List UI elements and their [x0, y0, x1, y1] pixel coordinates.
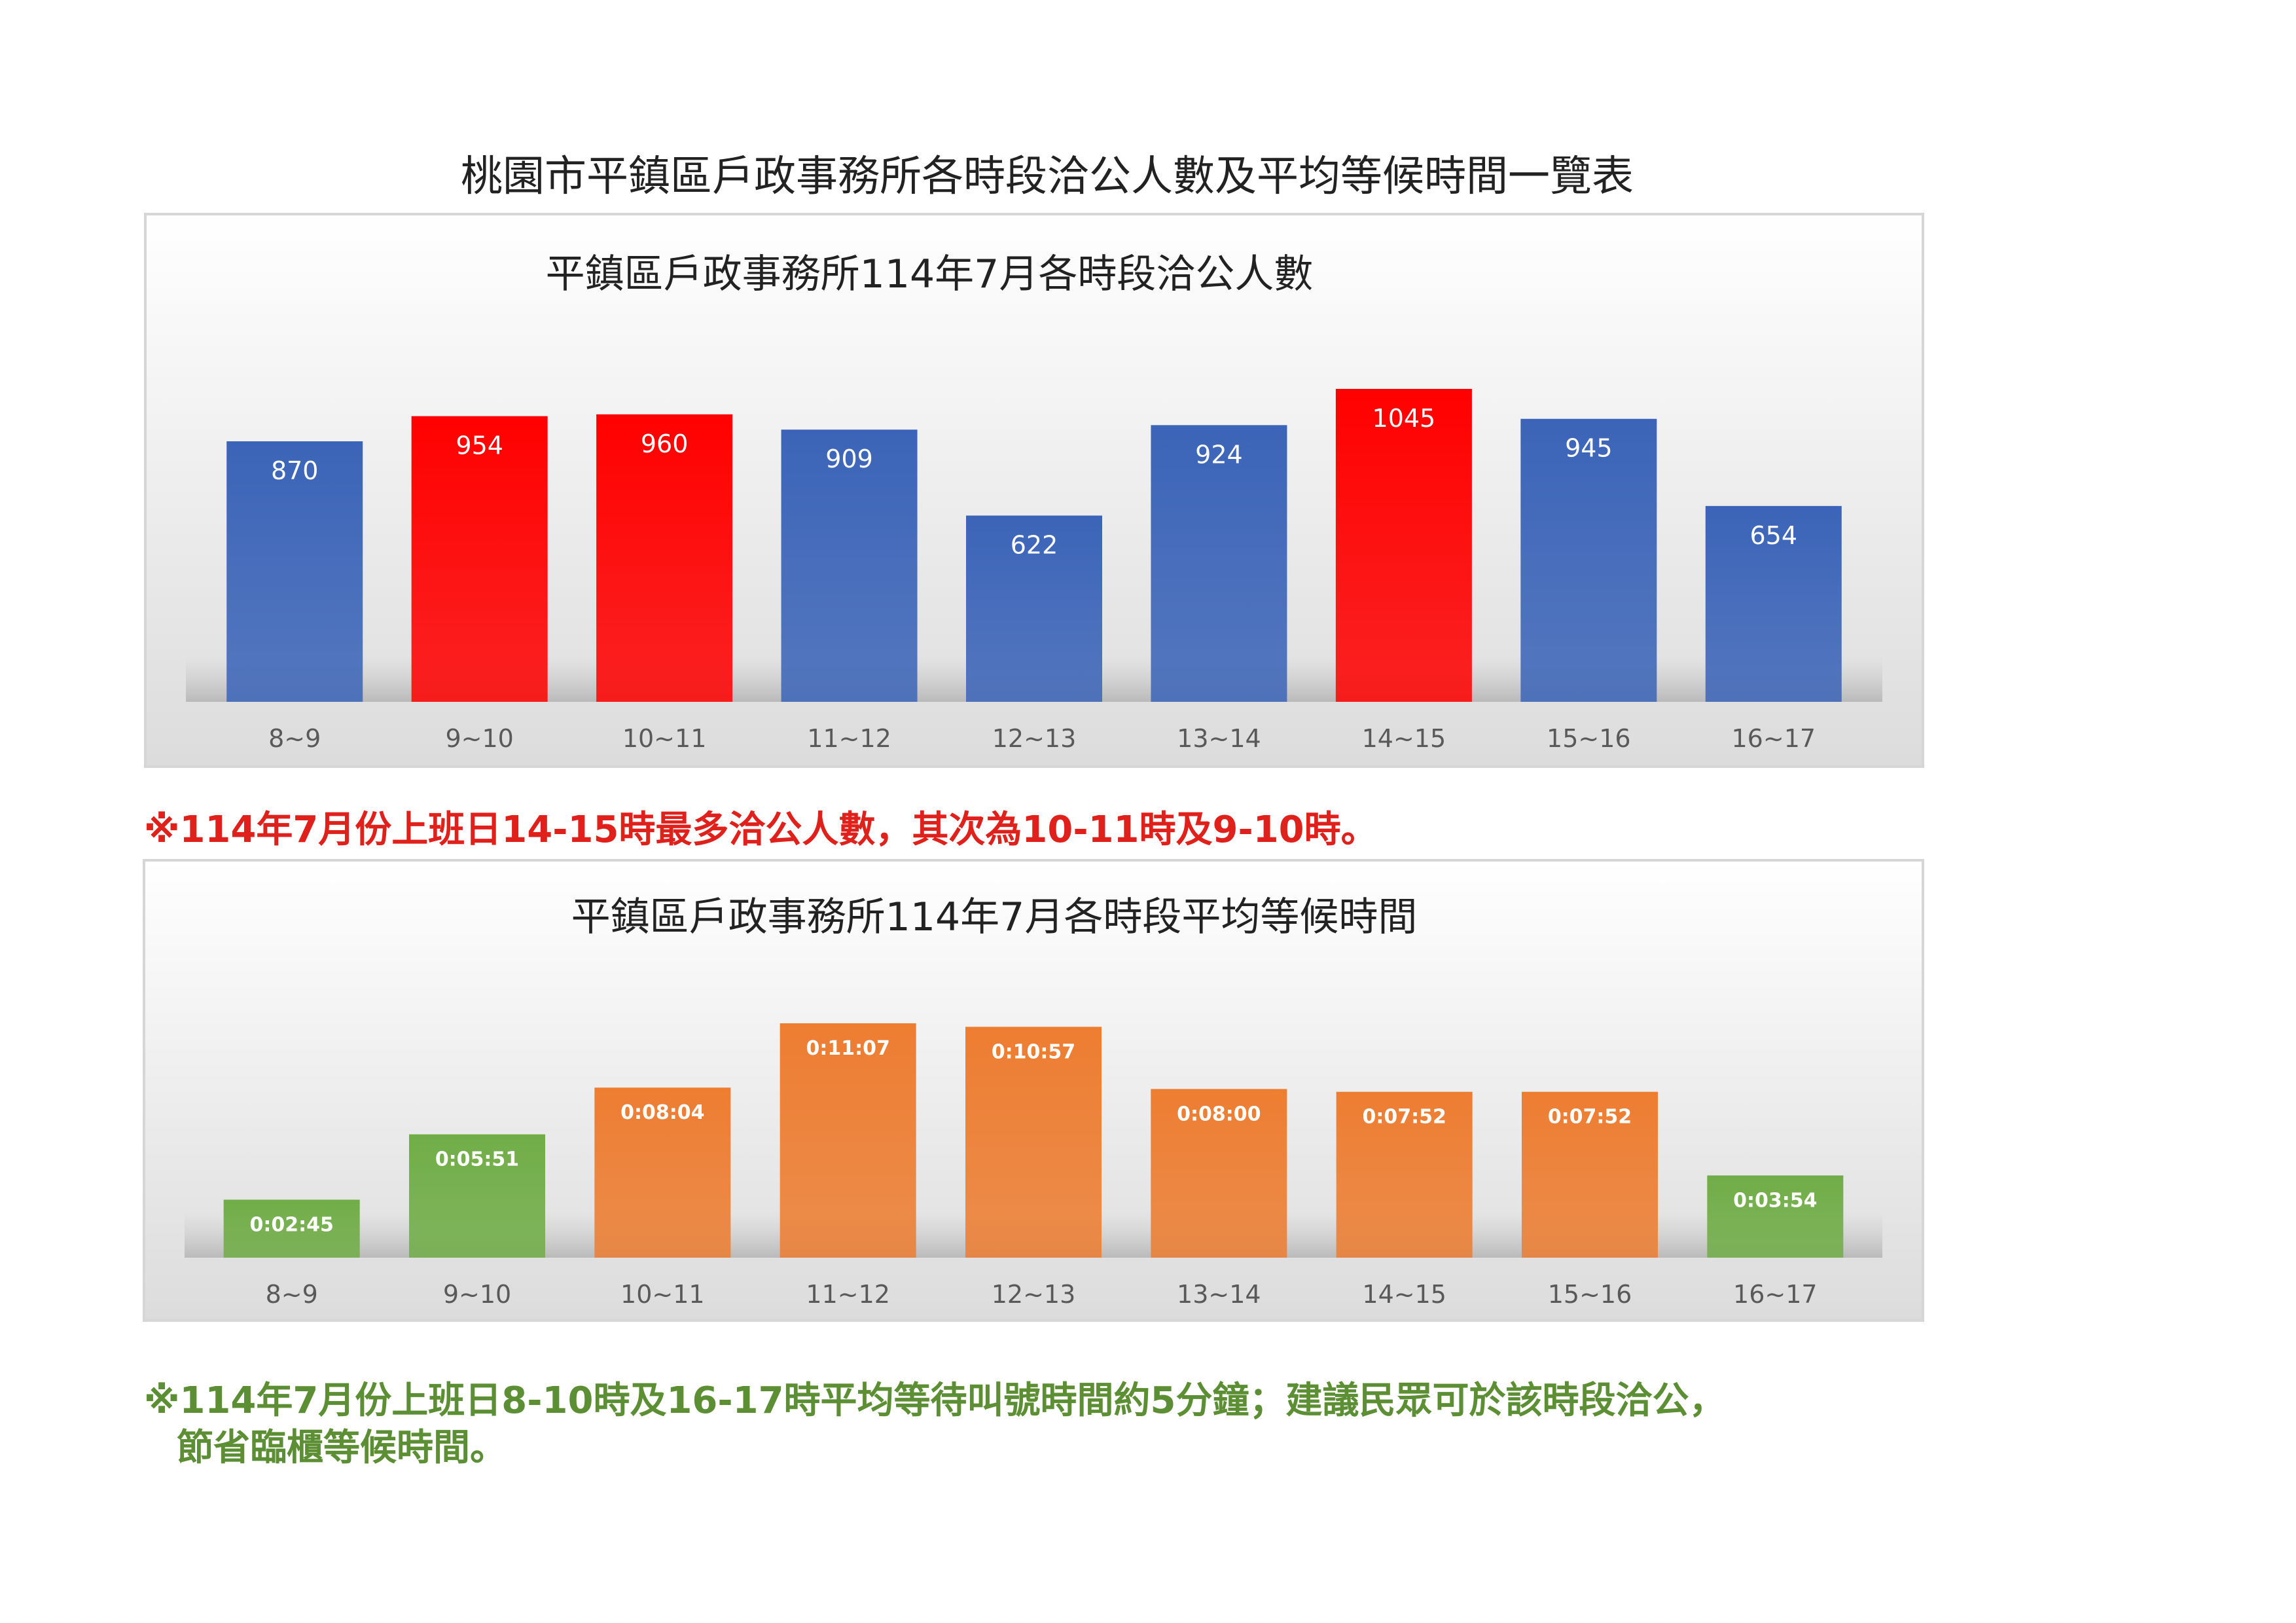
data-label-16~17: 654 — [1750, 521, 1798, 550]
data-label-11~12: 0:11:07 — [806, 1037, 889, 1060]
x-tick-12~13: 12~13 — [992, 1280, 1076, 1309]
data-label-14~15: 0:07:52 — [1362, 1106, 1446, 1129]
bar-11~12 — [780, 1023, 916, 1258]
data-label-12~13: 622 — [1011, 530, 1058, 559]
visitor-count-chart: 平鎮區戶政事務所114年7月各時段洽公人數 870 8~9 954 9~10 960 10~… — [144, 213, 1924, 768]
bar-15~16 — [1522, 1091, 1658, 1258]
x-tick-14~15: 14~15 — [1362, 1280, 1446, 1309]
visitor-count-chart-svg: 平鎮區戶政事務所114年7月各時段洽公人數 870 8~9 954 9~10 960 10~… — [147, 215, 1922, 765]
wait-note-line2: 節省臨櫃等候時間。 — [177, 1427, 507, 1469]
bar-12~13 — [965, 1027, 1102, 1258]
data-label-8~9: 0:02:45 — [249, 1213, 333, 1236]
bar-13~14 — [1151, 1089, 1287, 1258]
x-tick-14~15: 14~15 — [1362, 724, 1446, 753]
x-tick-8~9: 8~9 — [266, 1280, 318, 1309]
chart-title: 平鎮區戶政事務所114年7月各時段洽公人數 — [546, 251, 1314, 297]
bar-16~17 — [1707, 1175, 1844, 1258]
x-tick-13~14: 13~14 — [1177, 1280, 1261, 1309]
x-tick-16~17: 16~17 — [1732, 724, 1816, 753]
data-label-16~17: 0:03:54 — [1733, 1189, 1817, 1212]
data-label-12~13: 0:10:57 — [992, 1040, 1075, 1063]
bar-14~15 — [1335, 389, 1472, 702]
data-label-8~9: 870 — [271, 456, 319, 485]
data-label-11~12: 909 — [825, 445, 873, 473]
data-label-9~10: 954 — [456, 431, 503, 460]
x-tick-12~13: 12~13 — [992, 724, 1077, 753]
x-tick-10~11: 10~11 — [622, 724, 707, 753]
page-title: 桃園市平鎮區戶政事務所各時段洽公人數及平均等候時間一覽表 — [461, 153, 1634, 201]
bar-11~12 — [781, 429, 918, 702]
x-tick-9~10: 9~10 — [443, 1280, 511, 1309]
visitor-note: ※114年7月份上班日14-15時最多洽公人數，其次為10-11時及9-10時。 — [144, 809, 1378, 851]
x-tick-15~16: 15~16 — [1547, 724, 1631, 753]
bar-12~13 — [966, 515, 1102, 702]
wait-time-chart-svg: 平鎮區戶政事務所114年7月各時段平均等候時間 0:02:45 8~9 0:05:51… — [145, 862, 1922, 1319]
bar-15~16 — [1520, 418, 1657, 702]
x-tick-10~11: 10~11 — [620, 1280, 705, 1309]
x-tick-15~16: 15~16 — [1548, 1280, 1632, 1309]
data-label-13~14: 924 — [1195, 440, 1243, 469]
x-tick-8~9: 8~9 — [268, 724, 321, 753]
bar-10~11 — [594, 1087, 731, 1258]
data-label-9~10: 0:05:51 — [435, 1148, 519, 1171]
bar-10~11 — [596, 414, 733, 702]
chart-title: 平鎮區戶政事務所114年7月各時段平均等候時間 — [571, 894, 1418, 940]
data-label-10~11: 960 — [641, 429, 689, 458]
data-label-15~16: 0:07:52 — [1548, 1106, 1632, 1129]
wait-note-line1: ※114年7月份上班日8-10時及16-17時平均等待叫號時間約5分鐘；建議民眾… — [144, 1379, 1726, 1422]
bar-9~10 — [411, 416, 548, 702]
bar-8~9 — [226, 441, 363, 702]
data-label-15~16: 945 — [1565, 434, 1613, 463]
x-tick-13~14: 13~14 — [1177, 724, 1261, 753]
data-label-13~14: 0:08:00 — [1177, 1103, 1261, 1125]
bar-9~10 — [409, 1134, 545, 1258]
bar-8~9 — [223, 1199, 360, 1258]
x-tick-16~17: 16~17 — [1733, 1280, 1818, 1309]
x-tick-9~10: 9~10 — [445, 724, 513, 753]
bar-16~17 — [1705, 505, 1842, 702]
data-label-14~15: 1045 — [1372, 404, 1436, 433]
wait-time-chart: 平鎮區戶政事務所114年7月各時段平均等候時間 0:02:45 8~9 0:05:51… — [143, 859, 1924, 1322]
x-tick-11~12: 11~12 — [807, 724, 891, 753]
bar-14~15 — [1336, 1091, 1473, 1258]
bar-13~14 — [1151, 425, 1287, 702]
data-label-10~11: 0:08:04 — [620, 1101, 704, 1124]
x-tick-11~12: 11~12 — [806, 1280, 890, 1309]
